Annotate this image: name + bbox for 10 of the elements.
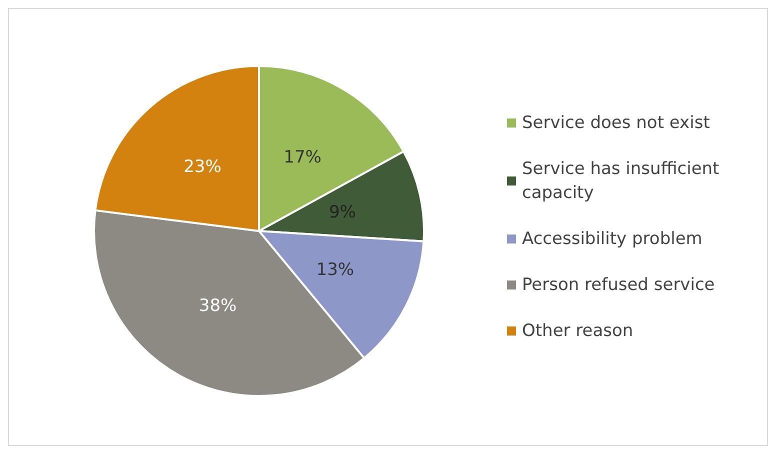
legend-label: Service does not exist bbox=[522, 113, 710, 133]
data-label: 9% bbox=[328, 202, 356, 222]
data-label: 38% bbox=[198, 296, 237, 316]
legend-label: Accessibility problem bbox=[522, 229, 702, 249]
legend-label: Service has insufficient capacity bbox=[522, 159, 725, 203]
legend-label: Person refused service bbox=[522, 275, 715, 295]
data-label: 17% bbox=[284, 147, 322, 168]
data-label: 13% bbox=[316, 260, 354, 280]
data-label: 23% bbox=[184, 156, 222, 177]
legend-label: Other reason bbox=[522, 321, 634, 341]
